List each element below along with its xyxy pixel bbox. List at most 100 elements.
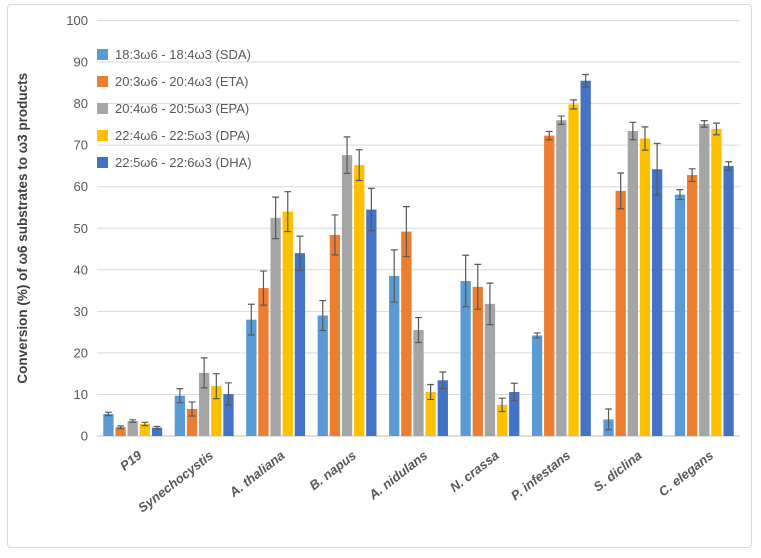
x-axis-label: B. napus [306, 448, 359, 494]
bar [115, 427, 126, 436]
bar [615, 190, 626, 436]
bar [580, 80, 591, 436]
error-bar [176, 388, 184, 404]
x-axis-label: N. crassa [447, 448, 502, 495]
y-tick-label: 0 [81, 429, 88, 444]
legend-swatch-icon [97, 75, 108, 87]
bar [270, 217, 281, 436]
legend-label: 22:4ω6 - 22:5ω3 (DPA) [115, 127, 250, 143]
bar [568, 104, 579, 436]
bar [223, 394, 234, 436]
error-bar [367, 187, 375, 232]
error-bar [545, 130, 553, 141]
bar [686, 175, 698, 437]
bar [723, 165, 734, 437]
legend-swatch-icon [97, 156, 108, 168]
bar [282, 211, 293, 436]
x-axis-label: A. nidulans [365, 448, 430, 504]
error-bar [700, 120, 708, 128]
y-tick-label: 90 [74, 55, 88, 70]
x-axis-label: P. infestans [508, 448, 573, 504]
error-bar [129, 419, 137, 423]
legend-label: 22:5ω6 - 22:6ω3 (DHA) [115, 154, 252, 170]
bar [556, 120, 567, 436]
error-bar [688, 168, 696, 182]
bar [258, 288, 269, 436]
y-axis-title: Conversion (%) of ω6 substrates to ω3 pr… [15, 73, 30, 384]
bar [472, 286, 483, 436]
bar [425, 391, 436, 436]
y-tick-label: 100 [66, 13, 88, 28]
legend-item: 18:3ω6 - 18:4ω3 (SDA) [97, 44, 252, 64]
error-bar [402, 206, 410, 258]
error-bar [498, 397, 506, 413]
error-bar [427, 383, 435, 401]
error-bar [260, 270, 267, 306]
y-tick-label: 80 [74, 96, 88, 111]
bar [651, 169, 663, 436]
error-bar [617, 172, 625, 210]
y-tick-label: 30 [74, 304, 88, 319]
error-bar [629, 121, 637, 141]
legend-label: 18:3ω6 - 18:4ω3 (SDA) [115, 46, 251, 62]
bar [329, 234, 341, 436]
legend-swatch-icon [97, 129, 108, 141]
y-tick-label: 40 [74, 262, 88, 277]
error-bar [415, 316, 422, 344]
chart-legend: 18:3ω6 - 18:4ω3 (SDA) 20:3ω6 - 20:4ω3 (ET… [97, 44, 252, 172]
bar [294, 253, 306, 436]
error-bar [117, 425, 124, 430]
x-axis-label: S. diclina [590, 448, 644, 495]
y-tick-label: 10 [74, 387, 88, 402]
error-bar [105, 411, 112, 417]
bar [699, 123, 710, 436]
legend-item: 20:3ω6 - 20:4ω3 (ETA) [97, 71, 252, 91]
error-bar [486, 282, 494, 326]
bar [199, 372, 210, 436]
y-tick-label: 20 [74, 345, 88, 360]
bar [711, 128, 722, 436]
bar [354, 165, 365, 436]
bar [174, 395, 186, 436]
bar [366, 209, 377, 436]
legend-item: 22:5ω6 - 22:6ω3 (DHA) [97, 152, 252, 172]
error-bar [439, 371, 447, 390]
bar [496, 404, 508, 436]
bar [531, 335, 543, 436]
error-bar [713, 122, 720, 136]
error-bar [272, 196, 280, 240]
error-bar [462, 254, 470, 308]
bar [139, 423, 151, 436]
legend-swatch-icon [97, 102, 108, 114]
bar [317, 315, 328, 436]
bar [413, 330, 424, 436]
error-bar [653, 142, 661, 196]
bar [103, 413, 114, 436]
x-axis-label: P19 [117, 447, 145, 474]
legend-label: 20:4ω6 - 20:5ω3 (EPA) [115, 100, 250, 116]
error-bar [153, 425, 161, 430]
error-bar [390, 249, 398, 303]
bar [484, 303, 496, 436]
bar [151, 427, 163, 436]
bar [674, 194, 686, 436]
error-bar [510, 382, 518, 402]
bar [246, 319, 257, 436]
error-bar [355, 149, 363, 182]
error-bar [605, 408, 612, 431]
error-bar [474, 263, 482, 310]
y-tick-label: 70 [74, 138, 88, 153]
error-bar [296, 235, 304, 271]
bar [544, 135, 555, 436]
error-bar [212, 373, 220, 400]
error-bar [725, 161, 732, 171]
legend-item: 22:4ω6 - 22:5ω3 (DPA) [97, 125, 252, 145]
bar [389, 276, 400, 436]
error-bar [141, 421, 149, 427]
error-bar [570, 99, 577, 110]
bar [341, 155, 353, 436]
legend-item: 20:4ω6 - 20:5ω3 (EPA) [97, 98, 252, 118]
x-axis-label: C. elegans [656, 448, 716, 500]
